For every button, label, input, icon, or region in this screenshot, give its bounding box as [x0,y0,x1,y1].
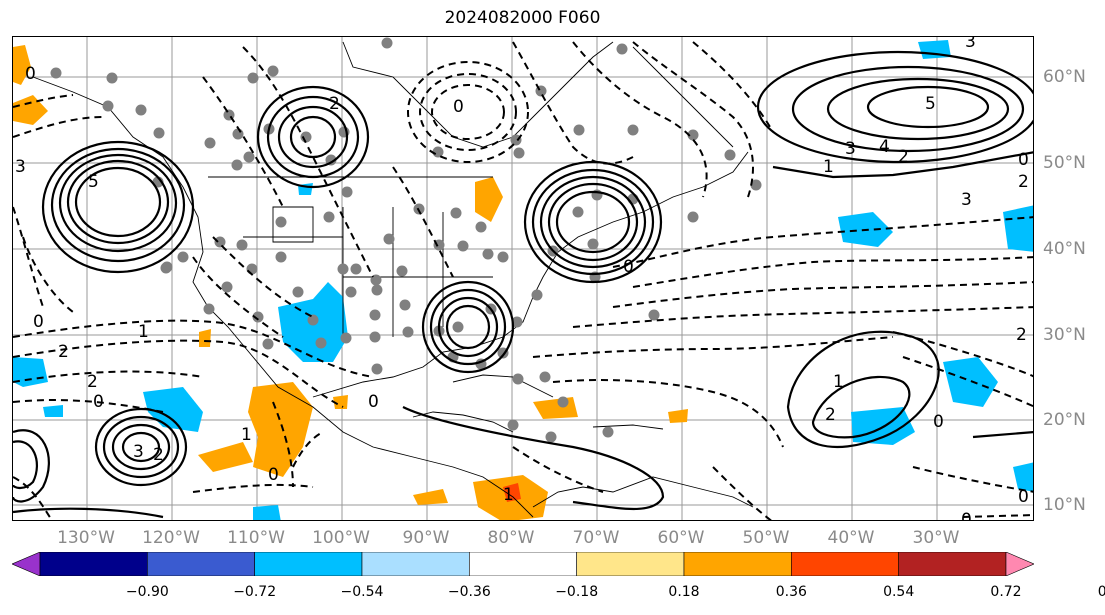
contour-label: 2 [898,147,909,167]
contour-label: 0 [1018,150,1029,170]
contour-label: 3 [133,442,144,462]
shade-positive [13,95,48,125]
positive-contours [13,50,1033,519]
colorbar-tick-label: −0.90 [125,584,169,600]
shade-positive [199,329,211,347]
contour-label: 3 [845,139,856,159]
lon-label: 130°W [57,528,115,548]
lon-label: 100°W [312,528,370,548]
map-title: 2024082000 F060 [444,8,601,28]
colorbar-cell [254,552,363,576]
lon-label: 110°W [227,528,285,548]
colorbar-cell [39,552,148,576]
lat-label: 30°N [1043,325,1086,345]
lat-label: 50°N [1043,153,1086,173]
contour-label: 0 [961,510,972,521]
lat-label: 20°N [1043,410,1086,430]
lon-label: 50°W [742,528,790,548]
lon-label: 60°W [657,528,705,548]
colorbar-tick-label: −0.54 [340,584,384,600]
contour-label: 3 [965,37,976,52]
lon-label: 80°W [487,528,535,548]
contour-label: 2 [1018,172,1029,192]
shade-negative [253,505,281,520]
contour-label: 0 [368,392,379,412]
contour-label: 2 [1016,325,1027,345]
contour-label: 0 [1018,487,1029,507]
colorbar-cell [898,552,1007,576]
shade-negative [1003,205,1033,252]
contour-label: 4 [879,137,890,157]
colorbar-tick-label: −0.18 [555,584,599,600]
shade-positive [533,397,578,419]
shaded-anomalies [13,40,1033,520]
lon-label: 70°W [572,528,620,548]
colorbar-extend-low [12,552,41,576]
contour-label: 0 [268,465,279,485]
station-dots [50,37,762,443]
contour-label: 1 [241,425,252,445]
contour-label: 2 [329,94,340,114]
shade-positive [333,395,348,409]
shade-positive [668,409,688,423]
map-svg: 0 0 0 0 0 0 0 0 0 0 0 1 1 1 1 1 2 2 2 2 … [13,37,1033,521]
lon-label: 90°W [402,528,450,548]
lat-label: 10°N [1043,495,1086,515]
shade-positive [475,177,503,222]
shade-positive [413,489,448,505]
coastlines [32,41,754,518]
contour-label: 2 [87,372,98,392]
contour-label: 2 [825,405,836,425]
contour-label: 0 [25,64,36,84]
colorbar-tick-label: −0.72 [233,584,277,600]
colorbar-cell [576,552,685,576]
map-panel: 0 0 0 0 0 0 0 0 0 0 0 1 1 1 1 1 2 2 2 2 … [12,36,1034,521]
contour-label: 0 [33,312,44,332]
contour-label-group: 0 0 0 0 0 0 0 0 0 0 0 1 1 1 1 1 2 2 2 2 … [15,37,1029,521]
colorbar-tick-label: 0.18 [668,584,700,600]
contour-label: 0 [93,392,104,412]
graticule [13,37,1033,520]
shade-negative [943,357,998,407]
colorbar-tick-label: 0.90 [1097,584,1105,600]
lon-label: 120°W [142,528,200,548]
lon-label: 30°W [912,528,960,548]
contour-label: 0 [453,97,464,117]
shade-negative [1013,462,1033,492]
negative-contours [13,41,1033,520]
contour-label: 1 [138,322,149,342]
lat-label: 60°N [1043,67,1086,87]
lon-label: 40°W [827,528,875,548]
contour-label: 5 [88,172,99,192]
contour-label: 2 [58,342,69,362]
shade-negative [43,405,63,417]
colorbar-tick-label: 0.72 [990,584,1022,600]
shade-negative [13,357,48,387]
colorbar-cell [683,552,792,576]
shade-strong-positive [503,483,521,502]
colorbar [12,552,1034,576]
contour-label: 5 [925,94,936,114]
colorbar-cell [361,552,470,576]
shade-positive [248,382,313,477]
shade-positive [198,442,253,472]
contour-label: 2 [153,445,164,465]
colorbar-tick-label: −0.36 [447,584,491,600]
colorbar-tick-label: 0.36 [775,584,807,600]
colorbar-extend-high [1005,552,1034,576]
contour-label: 0 [623,257,634,277]
contour-label: 1 [823,157,834,177]
contour-label: 1 [503,485,514,505]
colorbar-tick-label: 0.54 [883,584,915,600]
shade-positive [13,45,31,85]
lat-label: 40°N [1043,239,1086,259]
colorbar-cell [469,552,577,576]
colorbar-cell [791,552,899,576]
contour-label: 3 [961,190,972,210]
contour-label: 3 [15,157,26,177]
contour-label: 0 [933,412,944,432]
colorbar-cell [147,552,255,576]
contour-label: 1 [833,372,844,392]
